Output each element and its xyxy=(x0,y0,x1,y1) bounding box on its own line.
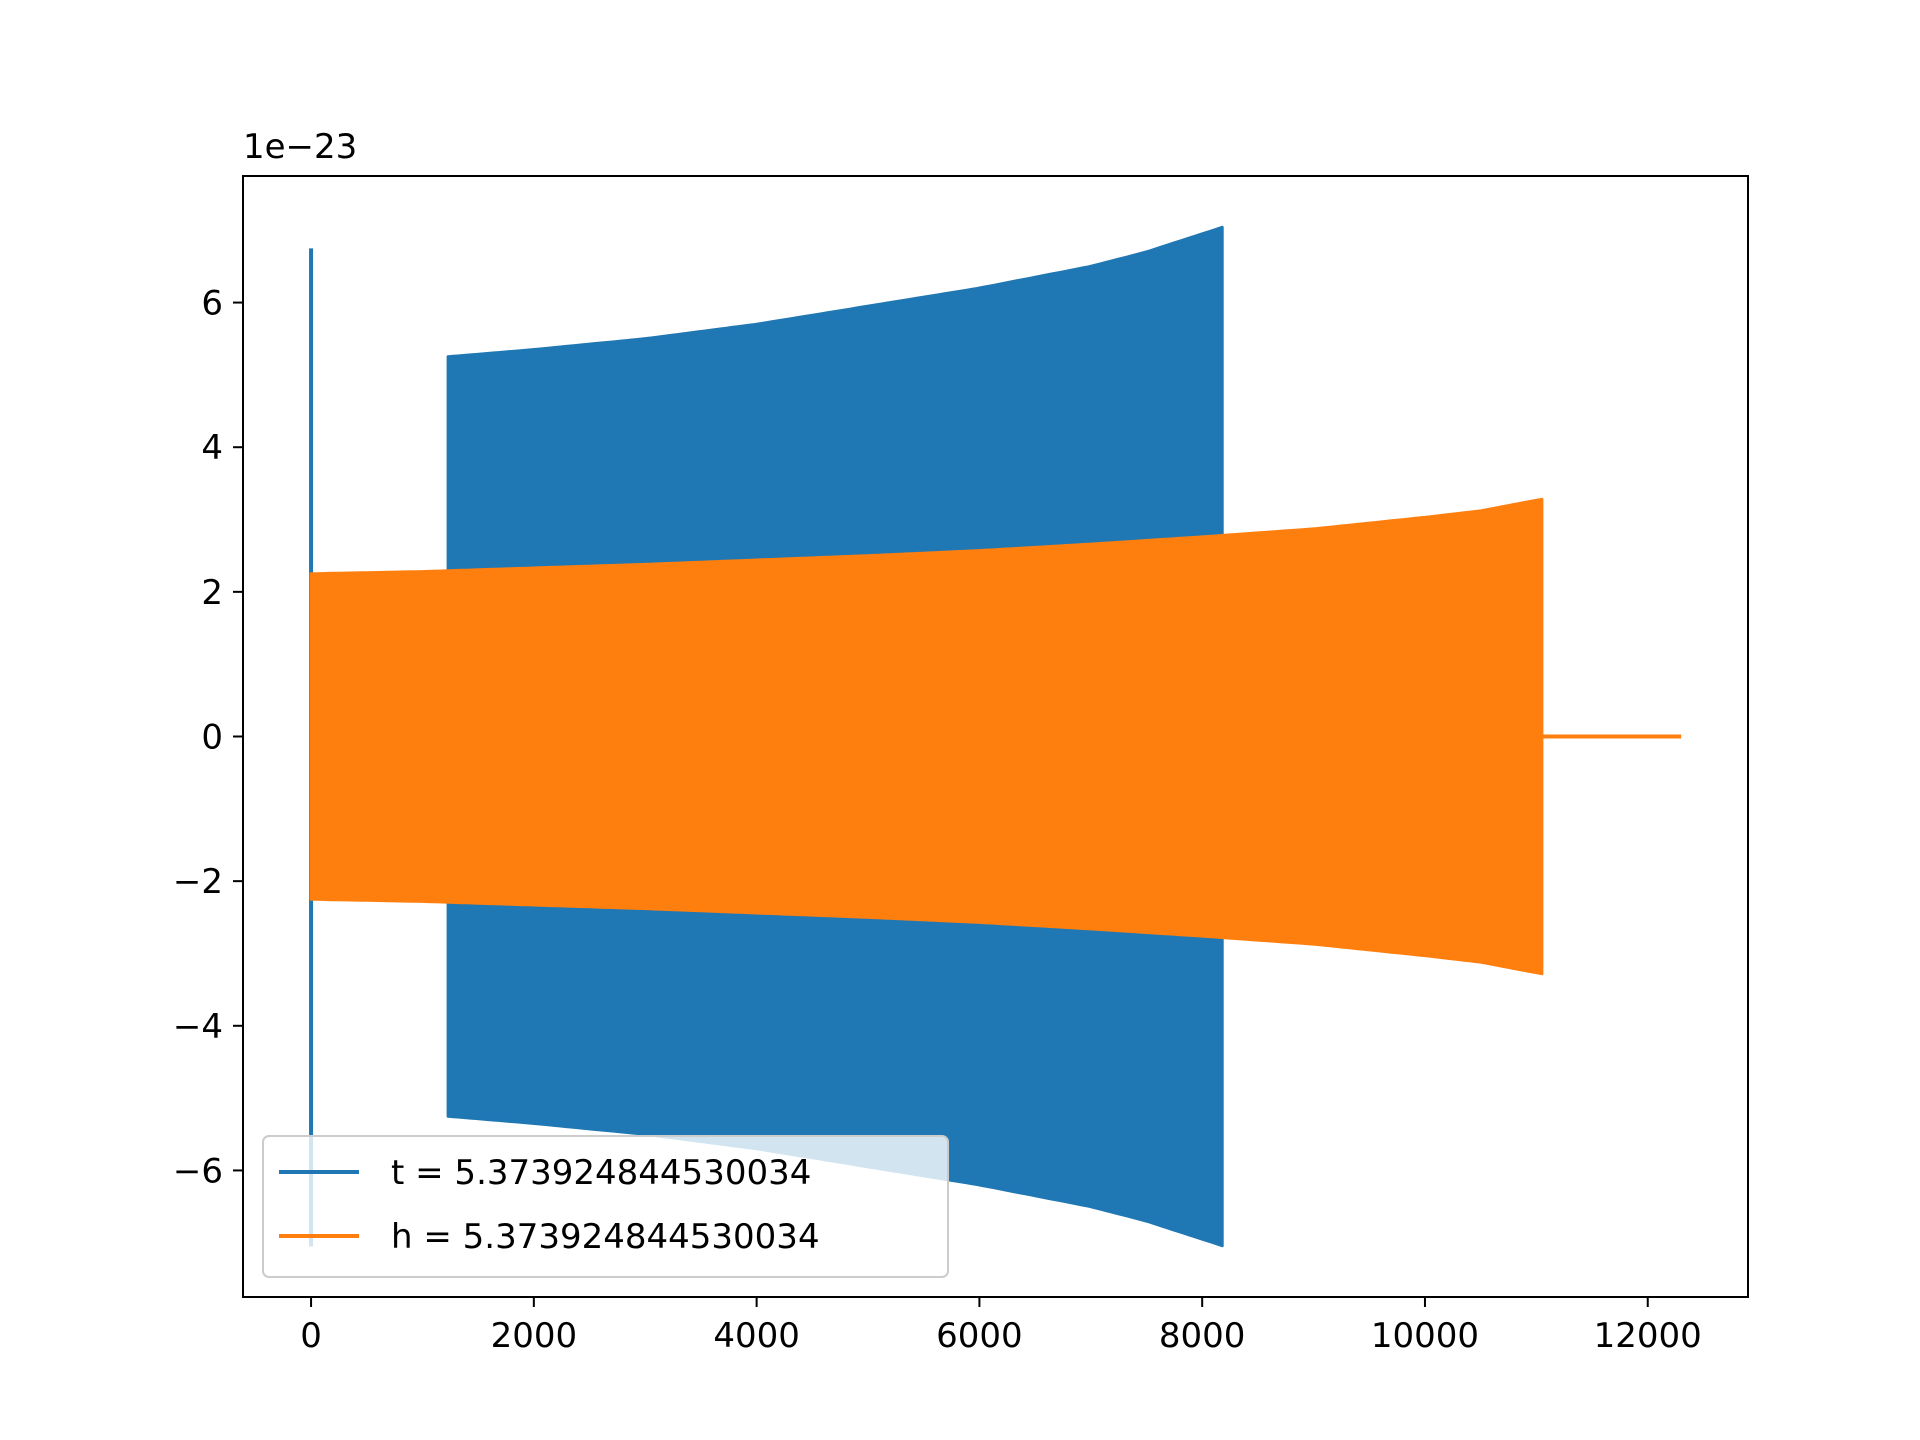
y-axis: −6 −4 −2 0 2 4 6 xyxy=(173,284,243,1191)
legend-box xyxy=(262,1135,949,1278)
y-tick-label: 6 xyxy=(201,284,223,324)
legend-label: t = 5.373924844530034 xyxy=(391,1153,811,1193)
y-tick-label: 4 xyxy=(201,428,223,468)
y-tick-label: −2 xyxy=(173,862,223,902)
y-offset-text: 1e−23 xyxy=(243,127,357,167)
y-tick-label: −4 xyxy=(173,1007,223,1047)
x-tick-label: 0 xyxy=(300,1316,322,1356)
y-tick-label: −6 xyxy=(173,1151,223,1191)
legend: t = 5.373924844530034 h = 5.3739248445300… xyxy=(262,1135,949,1278)
x-tick-label: 12000 xyxy=(1594,1316,1702,1356)
x-tick-label: 8000 xyxy=(1159,1316,1246,1356)
x-tick-label: 10000 xyxy=(1371,1316,1479,1356)
legend-label: h = 5.373924844530034 xyxy=(391,1217,820,1257)
x-tick-label: 6000 xyxy=(936,1316,1023,1356)
y-tick-label: 0 xyxy=(201,718,223,758)
x-tick-label: 2000 xyxy=(491,1316,578,1356)
x-tick-label: 4000 xyxy=(713,1316,800,1356)
x-axis: 0 2000 4000 6000 8000 10000 12000 xyxy=(300,1297,1702,1356)
series-h-line xyxy=(309,497,1544,976)
series-layer xyxy=(309,225,1682,1248)
y-tick-label: 2 xyxy=(201,573,223,613)
